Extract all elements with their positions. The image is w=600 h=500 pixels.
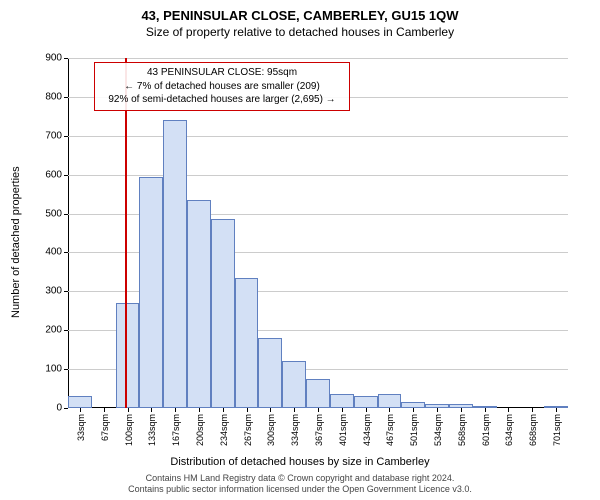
annotation-line-3: 92% of semi-detached houses are larger (…: [101, 93, 343, 107]
y-tick-label: 900: [22, 53, 62, 64]
x-tick-label: 534sqm: [433, 414, 443, 446]
page-subtitle: Size of property relative to detached ho…: [0, 25, 600, 39]
grid-line: [68, 175, 568, 176]
footer-line-2: Contains public sector information licen…: [0, 484, 600, 496]
x-tick-mark: [508, 408, 509, 412]
y-tick-mark: [64, 291, 68, 292]
histogram-bar: [211, 219, 235, 408]
y-tick-mark: [64, 136, 68, 137]
x-tick-label: 701sqm: [552, 414, 562, 446]
y-tick-label: 700: [22, 130, 62, 141]
y-tick-mark: [64, 175, 68, 176]
x-tick-label: 334sqm: [290, 414, 300, 446]
grid-line: [68, 136, 568, 137]
y-tick-mark: [64, 214, 68, 215]
x-tick-mark: [247, 408, 248, 412]
y-tick-label: 100: [22, 364, 62, 375]
y-axis-label: Number of detached properties: [10, 166, 22, 318]
histogram-bar: [306, 379, 330, 408]
histogram-bar: [378, 394, 402, 408]
x-tick-label: 67sqm: [100, 414, 110, 441]
histogram-bar: [235, 278, 259, 408]
y-tick-mark: [64, 58, 68, 59]
property-marker-line: [125, 58, 127, 408]
x-tick-label: 401sqm: [338, 414, 348, 446]
x-tick-label: 133sqm: [147, 414, 157, 446]
x-tick-mark: [270, 408, 271, 412]
histogram-bar: [282, 361, 306, 408]
x-tick-mark: [318, 408, 319, 412]
x-tick-mark: [80, 408, 81, 412]
histogram-bar: [187, 200, 211, 408]
y-tick-label: 400: [22, 247, 62, 258]
x-tick-mark: [199, 408, 200, 412]
histogram-chart: [68, 58, 568, 408]
x-tick-label: 100sqm: [124, 414, 134, 446]
y-axis-line: [68, 58, 69, 408]
x-tick-mark: [413, 408, 414, 412]
x-tick-mark: [437, 408, 438, 412]
histogram-bar: [116, 303, 140, 408]
y-tick-label: 600: [22, 169, 62, 180]
y-tick-mark: [64, 252, 68, 253]
x-tick-label: 267sqm: [243, 414, 253, 446]
y-tick-label: 800: [22, 91, 62, 102]
y-tick-mark: [64, 97, 68, 98]
x-tick-mark: [366, 408, 367, 412]
x-tick-label: 167sqm: [171, 414, 181, 446]
grid-line: [68, 58, 568, 59]
x-axis-label: Distribution of detached houses by size …: [0, 456, 600, 470]
annotation-line-2: ← 7% of detached houses are smaller (209…: [101, 80, 343, 94]
y-tick-label: 200: [22, 325, 62, 336]
histogram-bar: [330, 394, 354, 408]
footer-line-1: Contains HM Land Registry data © Crown c…: [0, 473, 600, 485]
x-tick-mark: [151, 408, 152, 412]
x-tick-label: 568sqm: [457, 414, 467, 446]
histogram-bar: [68, 396, 92, 408]
annotation-line-1: 43 PENINSULAR CLOSE: 95sqm: [101, 66, 343, 80]
y-tick-label: 500: [22, 208, 62, 219]
histogram-bar: [139, 177, 163, 408]
y-tick-label: 0: [22, 403, 62, 414]
x-tick-mark: [175, 408, 176, 412]
x-tick-mark: [128, 408, 129, 412]
annotation-callout: 43 PENINSULAR CLOSE: 95sqm ← 7% of detac…: [94, 62, 350, 111]
x-tick-mark: [485, 408, 486, 412]
x-tick-mark: [342, 408, 343, 412]
x-tick-label: 467sqm: [385, 414, 395, 446]
x-tick-mark: [389, 408, 390, 412]
page-title: 43, PENINSULAR CLOSE, CAMBERLEY, GU15 1Q…: [0, 8, 600, 23]
x-tick-mark: [294, 408, 295, 412]
histogram-bar: [258, 338, 282, 408]
x-tick-mark: [461, 408, 462, 412]
x-tick-label: 601sqm: [481, 414, 491, 446]
x-tick-mark: [556, 408, 557, 412]
histogram-bar: [354, 396, 378, 408]
x-tick-mark: [223, 408, 224, 412]
y-tick-label: 300: [22, 286, 62, 297]
x-tick-label: 634sqm: [504, 414, 514, 446]
x-tick-label: 234sqm: [219, 414, 229, 446]
x-tick-mark: [532, 408, 533, 412]
attribution-footer: Contains HM Land Registry data © Crown c…: [0, 473, 600, 496]
x-tick-label: 200sqm: [195, 414, 205, 446]
x-tick-label: 300sqm: [266, 414, 276, 446]
y-tick-mark: [64, 408, 68, 409]
x-tick-label: 367sqm: [314, 414, 324, 446]
x-tick-mark: [104, 408, 105, 412]
x-tick-label: 33sqm: [76, 414, 86, 441]
y-tick-mark: [64, 330, 68, 331]
x-tick-label: 434sqm: [362, 414, 372, 446]
x-tick-label: 501sqm: [409, 414, 419, 446]
histogram-bar: [163, 120, 187, 408]
y-tick-mark: [64, 369, 68, 370]
x-tick-label: 668sqm: [528, 414, 538, 446]
